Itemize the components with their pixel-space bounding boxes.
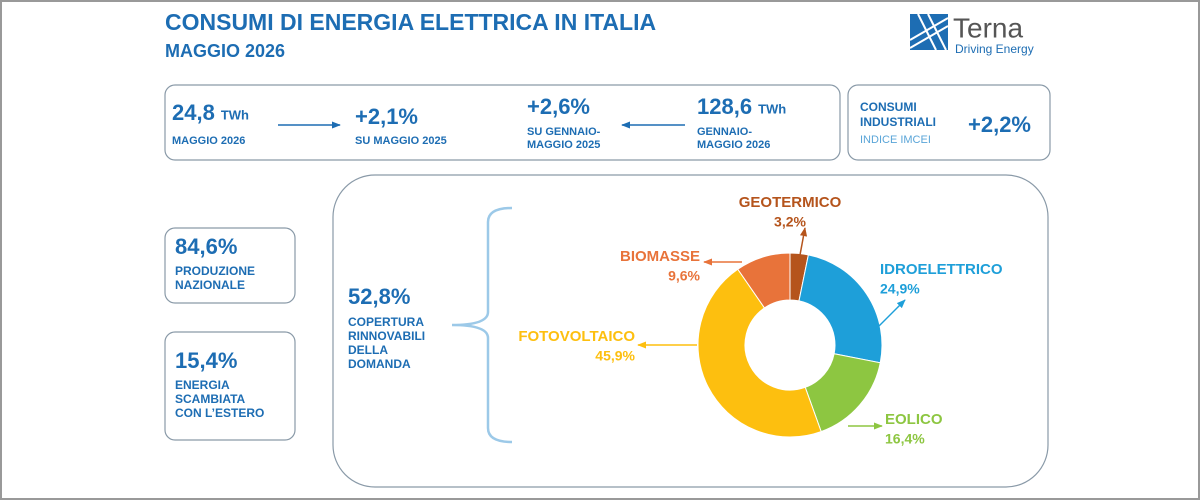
kpi-label: DOMANDA	[348, 357, 411, 371]
slice-value: 9,6%	[668, 268, 700, 284]
slice-label: IDROELETTRICO	[880, 261, 1003, 278]
leader-line	[869, 299, 906, 336]
industrial-box	[847, 84, 1051, 161]
donut-slice	[737, 252, 791, 309]
industrial-note: INDICE IMCEI	[860, 134, 931, 146]
kpi-label: CON L’ESTERO	[175, 406, 264, 420]
slice-label: BIOMASSE	[620, 248, 700, 265]
kpi-value: +2,6%	[527, 94, 590, 119]
renewables-box	[332, 174, 1049, 488]
slice-label: FOTOVOLTAICO	[518, 328, 635, 345]
leader-line	[799, 227, 808, 256]
donut-slice	[697, 268, 822, 438]
summary-box	[164, 84, 841, 161]
slice-value: 45,9%	[595, 348, 635, 364]
logo-tagline: Driving Energy	[955, 42, 1034, 56]
kpi-value: 128,6	[697, 94, 752, 119]
kpi-label: ENERGIA	[175, 378, 230, 392]
kpi-label: MAGGIO 2026	[172, 135, 245, 147]
kpi-unit: TWh	[758, 101, 786, 116]
kpi-label: MAGGIO 2025	[527, 139, 600, 151]
kpi-label: DELLA	[348, 343, 388, 357]
production-box	[164, 227, 296, 304]
donut-slice	[798, 254, 883, 364]
kpi-label: GENNAIO-	[697, 126, 752, 138]
logo-icon	[909, 13, 949, 51]
kpi-value: 52,8%	[348, 284, 410, 309]
title: CONSUMI DI ENERGIA ELETTRICA IN ITALIA	[165, 9, 656, 35]
slice-value: 24,9%	[880, 281, 920, 297]
brace	[451, 206, 513, 444]
industrial-label: CONSUMI	[860, 100, 917, 114]
kpi-value: 24,8	[172, 100, 215, 125]
kpi-label: SU GENNAIO-	[527, 126, 601, 138]
kpi-value: 15,4%	[175, 348, 237, 373]
exchange-box	[164, 331, 296, 441]
kpi-value: 84,6%	[175, 234, 237, 259]
kpi-label: NAZIONALE	[175, 278, 245, 292]
slice-label: GEOTERMICO	[739, 194, 842, 211]
slice-value: 16,4%	[885, 431, 925, 447]
industrial-value: +2,2%	[968, 112, 1031, 137]
kpi-label: SU MAGGIO 2025	[355, 135, 447, 147]
kpi-label: RINNOVABILI	[348, 329, 425, 343]
kpi-label: PRODUZIONE	[175, 264, 255, 278]
subtitle: MAGGIO 2026	[165, 41, 285, 61]
kpi-label: SCAMBIATA	[175, 392, 246, 406]
kpi-value: +2,1%	[355, 104, 418, 129]
slice-value: 3,2%	[774, 214, 806, 230]
kpi-label: COPERTURA	[348, 315, 424, 329]
kpi-unit: TWh	[221, 107, 249, 122]
kpi-label: MAGGIO 2026	[697, 139, 770, 151]
logo-name: Terna	[953, 12, 1023, 43]
slice-label: EOLICO	[885, 411, 943, 428]
industrial-label: INDUSTRIALI	[860, 115, 936, 129]
